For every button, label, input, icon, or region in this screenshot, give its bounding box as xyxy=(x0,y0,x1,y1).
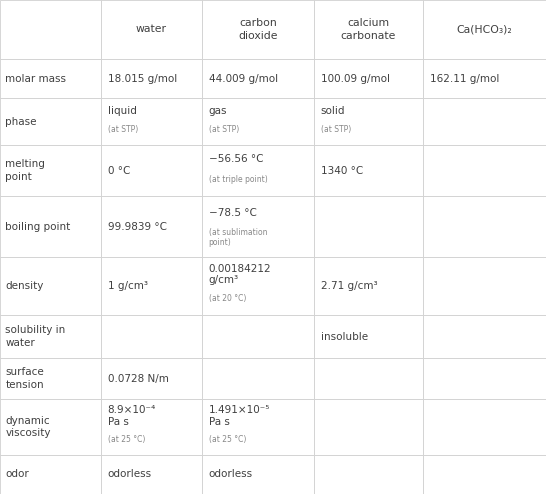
Text: odorless: odorless xyxy=(108,469,152,479)
Bar xyxy=(0,358,101,399)
Text: 8.9×10⁻⁴
Pa s: 8.9×10⁻⁴ Pa s xyxy=(108,405,156,427)
Bar xyxy=(314,0,423,59)
Text: −56.56 °C: −56.56 °C xyxy=(209,154,263,165)
Bar xyxy=(314,59,423,98)
Text: odor: odor xyxy=(5,469,29,479)
Text: (at 25 °C): (at 25 °C) xyxy=(209,435,246,444)
Text: 2.71 g/cm³: 2.71 g/cm³ xyxy=(321,281,377,291)
Bar xyxy=(202,59,314,98)
Text: 18.015 g/mol: 18.015 g/mol xyxy=(108,74,177,84)
Bar xyxy=(0,145,101,197)
Text: insoluble: insoluble xyxy=(321,331,367,341)
Bar xyxy=(202,0,314,59)
Text: gas: gas xyxy=(209,107,227,117)
Text: (at STP): (at STP) xyxy=(108,125,138,134)
Text: (at STP): (at STP) xyxy=(209,125,239,134)
Text: 44.009 g/mol: 44.009 g/mol xyxy=(209,74,278,84)
Text: 1.491×10⁻⁵
Pa s: 1.491×10⁻⁵ Pa s xyxy=(209,405,270,427)
Bar xyxy=(423,59,546,98)
Text: 162.11 g/mol: 162.11 g/mol xyxy=(430,74,499,84)
Bar xyxy=(202,197,314,257)
Bar xyxy=(423,358,546,399)
Text: density: density xyxy=(5,281,44,291)
Bar xyxy=(101,59,202,98)
Bar xyxy=(314,399,423,454)
Bar xyxy=(314,454,423,494)
Bar xyxy=(101,454,202,494)
Text: 1340 °C: 1340 °C xyxy=(321,165,363,176)
Bar xyxy=(202,399,314,454)
Bar xyxy=(0,98,101,145)
Text: (at sublimation
point): (at sublimation point) xyxy=(209,228,267,247)
Bar xyxy=(101,257,202,315)
Text: 0.0728 N/m: 0.0728 N/m xyxy=(108,373,168,384)
Bar xyxy=(423,399,546,454)
Text: 0.00184212
g/cm³: 0.00184212 g/cm³ xyxy=(209,264,271,285)
Bar xyxy=(202,257,314,315)
Text: calcium
carbonate: calcium carbonate xyxy=(341,18,396,41)
Bar xyxy=(423,0,546,59)
Bar xyxy=(0,257,101,315)
Bar xyxy=(423,98,546,145)
Text: solid: solid xyxy=(321,107,345,117)
Bar xyxy=(314,98,423,145)
Bar xyxy=(202,98,314,145)
Text: 100.09 g/mol: 100.09 g/mol xyxy=(321,74,389,84)
Bar xyxy=(101,399,202,454)
Text: solubility in
water: solubility in water xyxy=(5,326,66,348)
Bar xyxy=(314,358,423,399)
Text: water: water xyxy=(136,25,167,35)
Text: 99.9839 °C: 99.9839 °C xyxy=(108,222,167,232)
Bar xyxy=(423,315,546,358)
Text: 0 °C: 0 °C xyxy=(108,165,130,176)
Bar xyxy=(423,257,546,315)
Bar xyxy=(314,257,423,315)
Bar xyxy=(0,0,101,59)
Bar xyxy=(314,145,423,197)
Bar xyxy=(101,315,202,358)
Text: −78.5 °C: −78.5 °C xyxy=(209,208,257,218)
Text: melting
point: melting point xyxy=(5,160,45,182)
Bar xyxy=(0,315,101,358)
Text: liquid: liquid xyxy=(108,107,136,117)
Bar xyxy=(0,59,101,98)
Text: boiling point: boiling point xyxy=(5,222,71,232)
Bar xyxy=(202,145,314,197)
Text: carbon
dioxide: carbon dioxide xyxy=(238,18,278,41)
Text: (at triple point): (at triple point) xyxy=(209,175,268,184)
Bar xyxy=(314,197,423,257)
Bar xyxy=(314,315,423,358)
Bar xyxy=(101,145,202,197)
Bar xyxy=(202,454,314,494)
Text: phase: phase xyxy=(5,117,37,126)
Bar xyxy=(0,399,101,454)
Bar xyxy=(423,197,546,257)
Bar xyxy=(101,98,202,145)
Text: dynamic
viscosity: dynamic viscosity xyxy=(5,415,51,438)
Bar xyxy=(101,0,202,59)
Text: odorless: odorless xyxy=(209,469,253,479)
Bar xyxy=(101,358,202,399)
Bar xyxy=(202,358,314,399)
Text: surface
tension: surface tension xyxy=(5,368,44,390)
Text: molar mass: molar mass xyxy=(5,74,67,84)
Bar xyxy=(101,197,202,257)
Bar xyxy=(202,315,314,358)
Text: (at 20 °C): (at 20 °C) xyxy=(209,294,246,303)
Text: (at 25 °C): (at 25 °C) xyxy=(108,435,145,444)
Bar xyxy=(423,145,546,197)
Text: Ca(HCO₃)₂: Ca(HCO₃)₂ xyxy=(456,25,513,35)
Bar xyxy=(423,454,546,494)
Text: 1 g/cm³: 1 g/cm³ xyxy=(108,281,147,291)
Bar xyxy=(0,197,101,257)
Text: (at STP): (at STP) xyxy=(321,125,351,134)
Bar xyxy=(0,454,101,494)
